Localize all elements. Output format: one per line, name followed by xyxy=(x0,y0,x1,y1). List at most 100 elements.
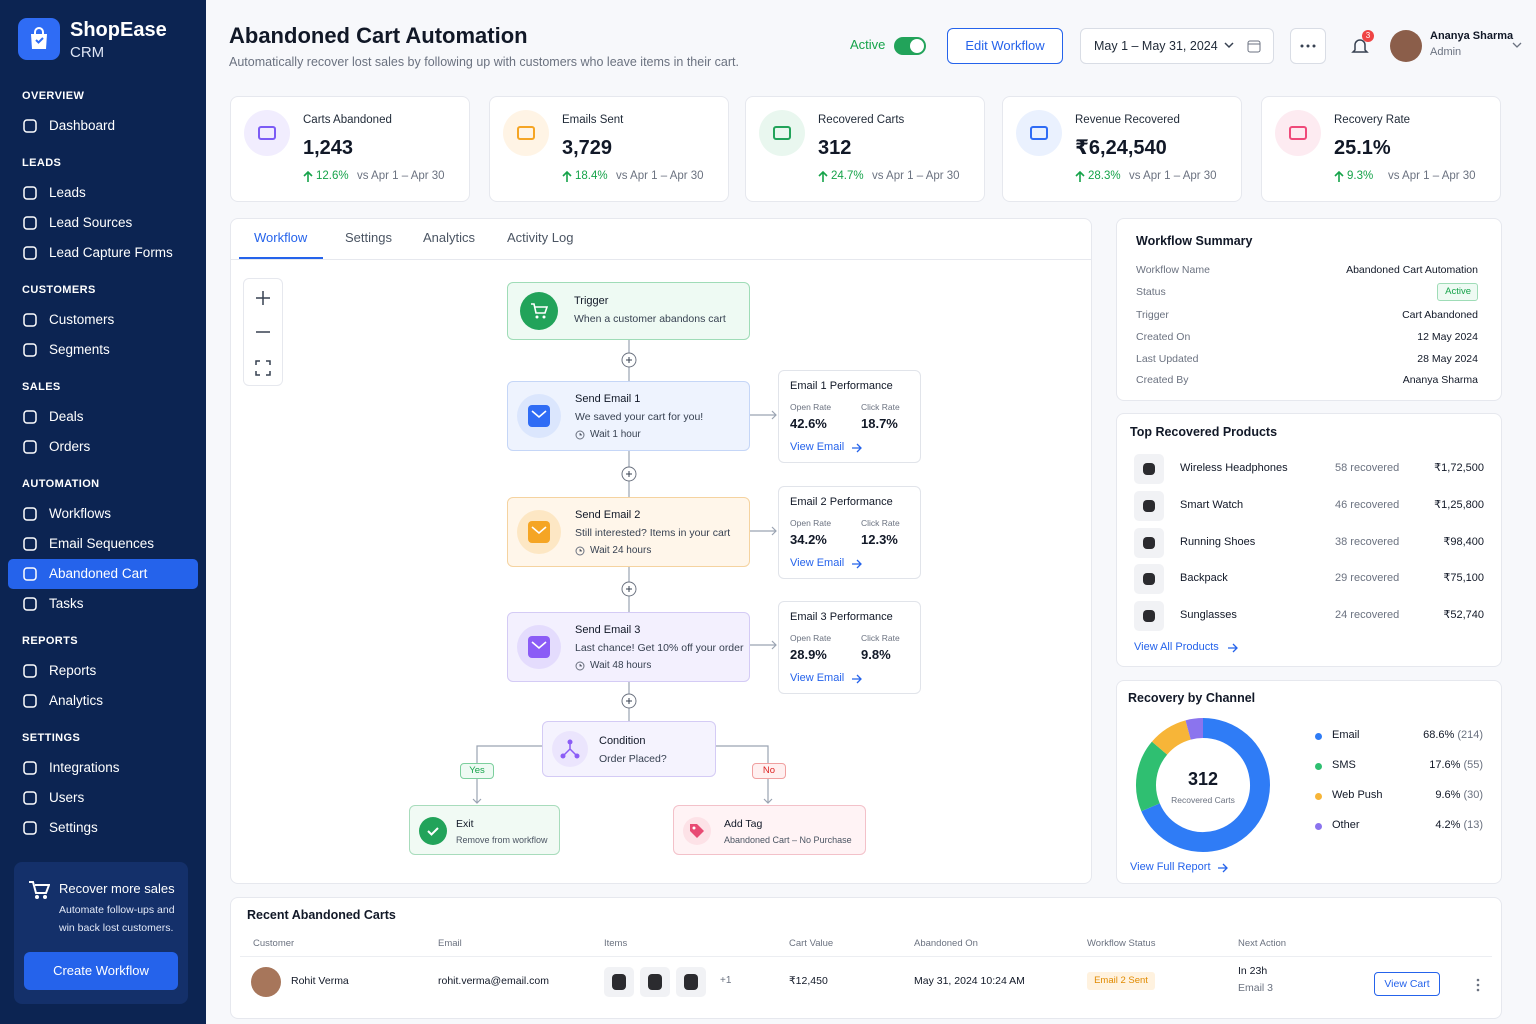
table-divider xyxy=(240,956,1492,957)
tab[interactable]: Analytics xyxy=(423,230,476,246)
nav-item[interactable]: Email Sequences xyxy=(49,535,155,551)
icon-part xyxy=(1143,537,1155,549)
icon-part xyxy=(303,171,313,182)
perf-value: 28.9% xyxy=(790,647,827,663)
panel-title: Recent Abandoned Carts xyxy=(247,907,396,922)
icon-part xyxy=(258,126,276,140)
kpi-icon xyxy=(759,110,805,156)
nav-section: SALES xyxy=(22,381,61,394)
nav-item[interactable]: Abandoned Cart xyxy=(49,565,148,581)
perf-label: Click Rate xyxy=(861,517,900,528)
date-picker[interactable] xyxy=(1080,28,1274,64)
panel-link[interactable]: View Full Report xyxy=(1130,861,1211,874)
node-text: When a customer abandons cart xyxy=(574,312,726,325)
legend-value: 4.2% xyxy=(1435,819,1461,832)
node-text: Abandoned Cart – No Purchase xyxy=(724,834,852,845)
node-wait: Wait 1 hour xyxy=(590,429,641,440)
icon-part xyxy=(531,526,547,535)
icon-part xyxy=(1312,44,1316,48)
edit-button[interactable]: Edit Workflow xyxy=(947,28,1063,64)
icon-part xyxy=(1300,44,1304,48)
icon-part xyxy=(427,827,439,836)
icon-part xyxy=(1218,863,1228,873)
nav-item[interactable]: Leads xyxy=(49,184,86,200)
node-wait: Wait 48 hours xyxy=(590,660,652,671)
icon xyxy=(23,821,37,835)
icon-part xyxy=(1334,171,1344,182)
icon xyxy=(23,343,37,357)
nav-section: OVERVIEW xyxy=(22,90,85,103)
promo-text: Automate follow-ups and win back lost cu… xyxy=(59,904,175,934)
recent-panel xyxy=(230,897,1502,1019)
icon-part xyxy=(535,315,539,319)
icon xyxy=(303,171,313,182)
brand-sub: CRM xyxy=(70,44,105,61)
icon-part xyxy=(563,744,577,756)
tab[interactable]: Workflow xyxy=(254,230,308,246)
summary-value: Cart Abandoned xyxy=(1402,308,1478,321)
nav-item[interactable]: Workflows xyxy=(49,505,112,521)
nav-section: CUSTOMERS xyxy=(22,284,96,297)
nav-item[interactable]: Dashboard xyxy=(49,117,116,133)
panel-link[interactable]: View All Products xyxy=(1134,641,1219,654)
icon-part xyxy=(852,674,862,684)
donut-segment xyxy=(1151,720,1192,755)
item-img xyxy=(648,974,662,990)
promo-button[interactable]: Create Workflow xyxy=(24,952,178,990)
user-name: Ananya Sharma xyxy=(1430,30,1514,43)
icon-part xyxy=(23,343,37,357)
icon xyxy=(1143,537,1155,549)
nav-item[interactable]: Customers xyxy=(49,311,115,327)
perf-link[interactable]: View Email xyxy=(790,672,845,685)
icon-part xyxy=(562,171,572,182)
perf-label: Click Rate xyxy=(861,401,900,412)
node-text: Last chance! Get 10% off your order xyxy=(575,641,744,654)
nav-item[interactable]: Integrations xyxy=(49,759,120,775)
column-header: Cart Value xyxy=(789,938,834,950)
nav-item[interactable]: Tasks xyxy=(49,595,84,611)
kpi-compare: vs Apr 1 – Apr 30 xyxy=(357,170,445,183)
donut-segment xyxy=(1185,718,1204,740)
icon xyxy=(575,430,585,440)
icon xyxy=(1300,44,1316,48)
yes-label: Yes xyxy=(469,765,485,777)
icon-part xyxy=(23,567,37,581)
donut-segment xyxy=(1136,741,1168,812)
summary-value: Active xyxy=(1445,286,1471,298)
summary-value: Abandoned Cart Automation xyxy=(1346,263,1478,276)
panel-title: Workflow Summary xyxy=(1136,233,1253,248)
kpi-compare: vs Apr 1 – Apr 30 xyxy=(1388,170,1476,183)
icon xyxy=(531,303,548,319)
nav-item[interactable]: Analytics xyxy=(49,692,104,708)
perf-link[interactable]: View Email xyxy=(790,557,845,570)
nav-item[interactable]: Reports xyxy=(49,662,97,678)
nav-item[interactable]: Users xyxy=(49,789,85,805)
nav-item[interactable]: Orders xyxy=(49,438,91,454)
cell: ₹12,450 xyxy=(789,974,828,987)
view-cart-button[interactable]: View Cart xyxy=(1374,972,1440,996)
icon xyxy=(1224,42,1234,49)
column-header: Items xyxy=(604,938,628,950)
nav-item[interactable]: Segments xyxy=(49,341,110,357)
icon-part xyxy=(35,895,39,899)
kpi-compare: vs Apr 1 – Apr 30 xyxy=(872,170,960,183)
kpi-value: 3,729 xyxy=(562,137,613,159)
nav-item[interactable]: Lead Capture Forms xyxy=(49,244,173,260)
node-wait: Wait 24 hours xyxy=(590,545,652,556)
icon-part xyxy=(23,507,37,521)
icon-part xyxy=(23,821,37,835)
nav-item[interactable]: Lead Sources xyxy=(49,214,133,230)
cell: May 31, 2024 10:24 AM xyxy=(914,974,1025,987)
node-icon xyxy=(419,817,447,845)
tab[interactable]: Activity Log xyxy=(507,230,574,246)
nav-item[interactable]: Deals xyxy=(49,408,84,424)
perf-link[interactable]: View Email xyxy=(790,441,845,454)
summary-label: Status xyxy=(1136,285,1166,298)
product-name: Wireless Headphones xyxy=(1180,462,1288,475)
icon xyxy=(560,739,580,759)
nav-item[interactable]: Settings xyxy=(49,819,98,835)
tab[interactable]: Settings xyxy=(345,230,392,246)
icon xyxy=(23,216,37,230)
icon xyxy=(1512,42,1522,48)
node-text: We saved your cart for you! xyxy=(575,410,704,423)
